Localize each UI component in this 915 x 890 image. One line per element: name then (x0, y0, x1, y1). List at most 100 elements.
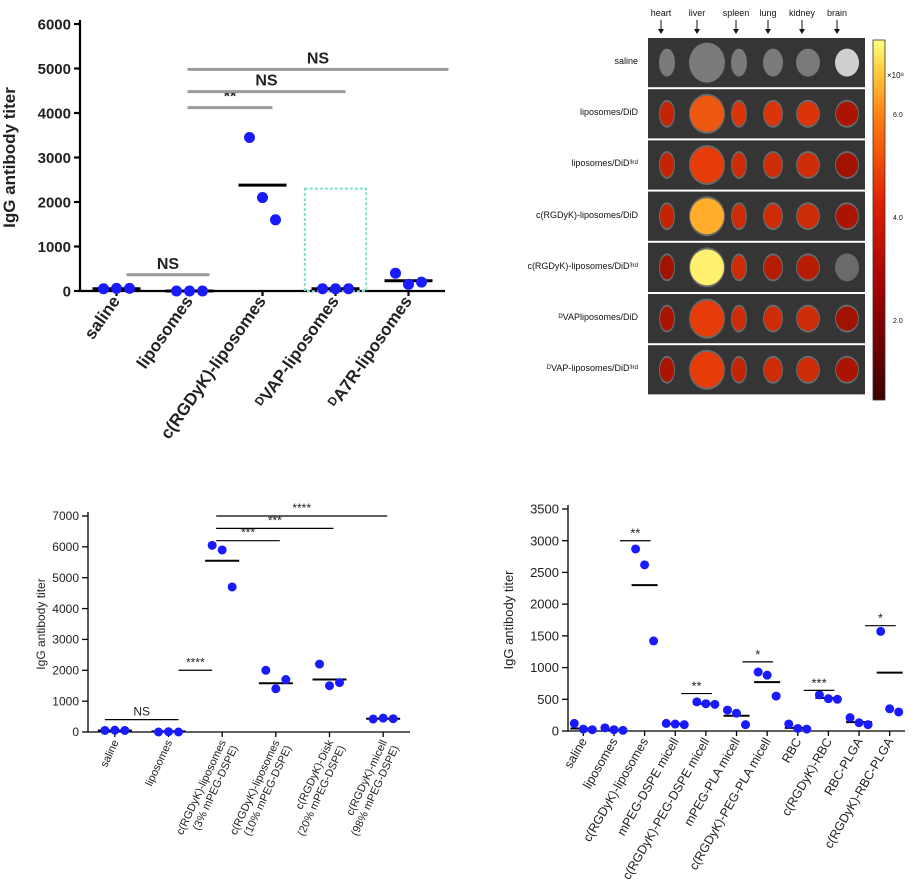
organ-signal (836, 204, 858, 229)
category-label: saline (561, 735, 589, 770)
colorbar-tick-label: 4.0 (893, 215, 903, 222)
data-point (98, 283, 109, 295)
data-point (325, 681, 334, 691)
y-tick-label: 6000 (52, 540, 79, 554)
data-point (368, 714, 378, 724)
data-point (661, 718, 671, 728)
data-point (762, 670, 772, 680)
data-point (784, 719, 794, 729)
y-tick-label: 0 (72, 725, 79, 739)
y-tick-label: 1500 (530, 628, 559, 643)
titer-chart-c: 0 1000 2000 3000 4000 5000 6000 7000 IgG antibod… (0, 495, 460, 885)
organ-tissue (689, 42, 725, 83)
organ-signal (797, 101, 819, 126)
organ-signal (797, 306, 819, 331)
y-tick-label: 5000 (52, 571, 79, 585)
imaging-row-label: c(RGDyK)-liposomes/DiD (535, 209, 638, 220)
y-tick-label: 0 (552, 724, 559, 739)
organ-signal (732, 357, 746, 382)
organ-signal (836, 306, 858, 331)
imaging-row-label: c(RGDyK)-liposomes/DiD³ʳᵈ (527, 260, 638, 271)
imaging-row-background (648, 38, 865, 88)
data-point (814, 690, 824, 700)
y-tick-label: 2500 (530, 565, 559, 580)
organ-tissue (835, 48, 859, 77)
organ-label: brain (827, 8, 847, 18)
significance-label: **** (292, 501, 311, 515)
imaging-row-label: ᴰVAPliposomes/DiD (558, 312, 638, 322)
imaging-row-label: liposomes/DiD³ʳᵈ (571, 158, 638, 169)
significance-label: **** (186, 655, 205, 669)
y-tick-label: 0 (63, 283, 71, 300)
imaging-row-background (648, 242, 865, 292)
organ-label: kidney (789, 8, 816, 18)
data-point (802, 724, 812, 734)
data-point (217, 545, 227, 555)
imaging-row-background (648, 140, 865, 190)
organ-arrow-head (658, 29, 664, 34)
titer-chart-a-svg: 0 1000 2000 3000 4000 5000 6000 IgG antibody ti… (0, 16, 449, 443)
organ-arrow-head (694, 29, 700, 34)
data-point (335, 678, 344, 688)
highlight-box (303, 187, 368, 292)
data-point (171, 285, 182, 297)
organ-signal (660, 101, 674, 126)
organ-signal (764, 153, 782, 177)
data-point (120, 725, 130, 735)
y-tick-label: 2000 (52, 663, 79, 677)
data-point (793, 723, 803, 733)
data-point (227, 582, 237, 592)
data-point (894, 707, 904, 717)
organ-signal (660, 306, 674, 331)
data-point (388, 714, 398, 724)
data-point (100, 725, 110, 735)
organ-signal (836, 357, 858, 382)
data-point (587, 725, 597, 735)
significance-label: NS (307, 50, 330, 67)
data-point (832, 694, 842, 704)
fluorescence-imaging-panel: heart liver spleen lung kidney brain ×10⁸ 6.0 4.… (640, 0, 915, 410)
data-point (416, 276, 427, 288)
category-label-group: ᴰA7R-liposomes (325, 292, 416, 411)
organ-signal (690, 300, 724, 337)
y-tick-label: 1000 (38, 239, 71, 256)
data-point (854, 718, 864, 728)
organ-arrow-head (733, 29, 739, 34)
data-point (679, 720, 689, 730)
y-tick-label: 6000 (38, 16, 71, 33)
data-point (845, 713, 855, 723)
organ-signal (660, 204, 674, 229)
data-point (110, 725, 120, 735)
significance-label: *** (241, 526, 255, 540)
organ-arrow-head (834, 29, 840, 34)
imaging-row-background (648, 294, 865, 344)
organ-tissue (731, 48, 747, 77)
y-tick-label: 4000 (38, 105, 71, 122)
data-point (701, 699, 711, 709)
data-point (670, 719, 680, 729)
organ-signal (732, 255, 746, 280)
y-tick-label: 3500 (530, 502, 559, 517)
organ-label: spleen (723, 8, 750, 18)
data-point (771, 691, 781, 701)
titer-chart-d-svg: 0 500 1000 1500 2000 2500 3000 3500 IgG antibody… (501, 502, 905, 882)
category-label-group: liposomes (143, 738, 175, 788)
category-label-group: liposomes (133, 292, 197, 372)
imaging-row-labels: saline liposomes/DiD liposomes/DiD³ʳᵈ c(RGD… (470, 38, 642, 398)
data-point (164, 727, 173, 737)
data-point (631, 544, 641, 554)
organ-signal (732, 306, 746, 331)
significance-label: NS (255, 73, 278, 90)
colorbar (872, 39, 886, 401)
data-point (618, 725, 628, 735)
data-point (124, 282, 135, 294)
significance-label: ** (630, 526, 640, 541)
data-point (154, 727, 163, 737)
organ-arrow-head (765, 29, 771, 34)
data-point (111, 282, 122, 294)
category-label-group: RBC (779, 736, 804, 766)
data-point (271, 684, 281, 694)
organ-tissue (763, 48, 783, 77)
data-point (390, 267, 401, 279)
data-point (692, 697, 702, 707)
